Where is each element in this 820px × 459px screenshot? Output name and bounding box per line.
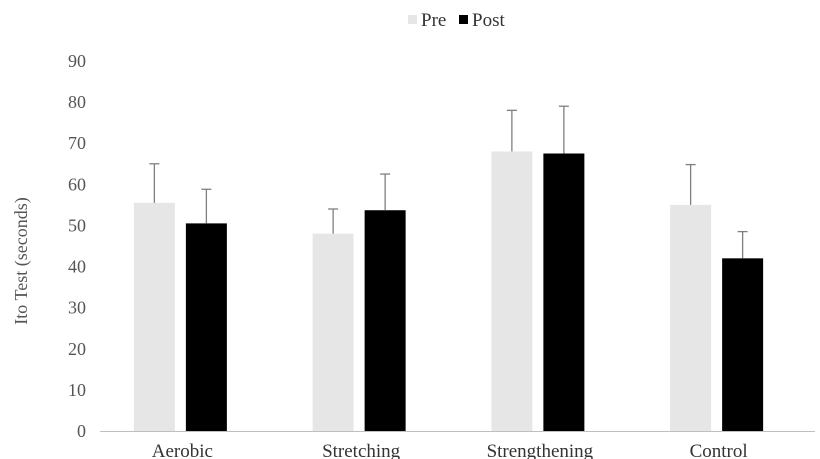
y-tick-label: 10 xyxy=(68,380,86,400)
y-axis-title: Ito Test (seconds) xyxy=(11,197,32,324)
bar-pre-strengthening xyxy=(491,151,533,431)
bar-pre-aerobic xyxy=(133,202,175,431)
y-axis-ticks: 0 10 20 30 40 50 60 70 80 90 xyxy=(68,51,86,441)
error-bars xyxy=(149,105,748,259)
bar-pre-stretching xyxy=(312,233,354,431)
x-tick-label: Stretching xyxy=(322,441,401,459)
y-tick-label: 50 xyxy=(68,215,86,235)
legend: Pre Post xyxy=(408,10,505,31)
x-tick-label: Aerobic xyxy=(152,441,213,459)
bar-post-aerobic xyxy=(185,223,227,431)
bar-post-stretching xyxy=(364,210,406,431)
y-tick-label: 80 xyxy=(68,92,86,112)
y-tick-label: 20 xyxy=(68,339,86,359)
legend-label-pre: Pre xyxy=(421,10,446,31)
bars xyxy=(133,151,764,431)
legend-label-post: Post xyxy=(472,10,505,31)
y-tick-label: 70 xyxy=(68,133,86,153)
y-tick-label: 40 xyxy=(68,257,86,277)
bar-pre-control xyxy=(670,204,712,431)
x-axis-labels: Aerobic Stretching Strengthening Control xyxy=(152,441,748,459)
legend-swatch-post xyxy=(459,15,468,24)
x-tick-label: Strengthening xyxy=(487,441,594,459)
bar-post-control xyxy=(722,258,764,431)
bar-post-strengthening xyxy=(543,153,585,431)
y-tick-label: 90 xyxy=(68,51,86,71)
legend-swatch-pre xyxy=(408,15,417,24)
y-tick-label: 30 xyxy=(68,298,86,318)
y-tick-label: 0 xyxy=(77,421,86,441)
x-tick-label: Control xyxy=(690,441,748,459)
y-tick-label: 60 xyxy=(68,174,86,194)
